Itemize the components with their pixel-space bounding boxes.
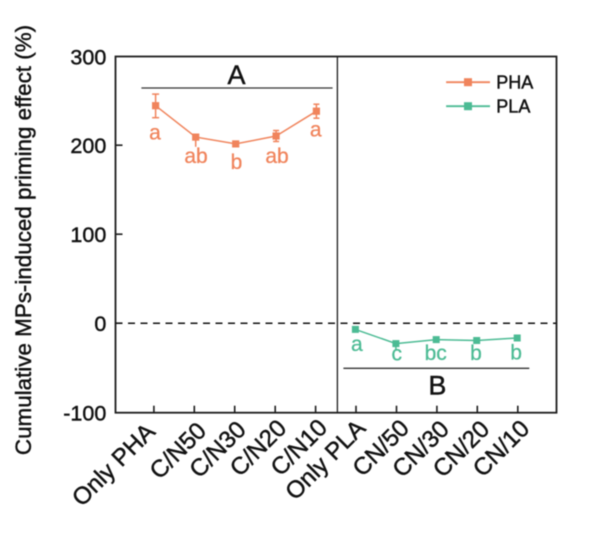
- svg-text:B: B: [428, 370, 446, 400]
- svg-text:b: b: [231, 151, 243, 174]
- svg-text:PLA: PLA: [496, 97, 530, 117]
- svg-text:a: a: [149, 122, 161, 145]
- svg-text:b: b: [510, 342, 522, 365]
- svg-text:a: a: [351, 333, 363, 356]
- svg-text:0: 0: [94, 312, 106, 336]
- svg-text:b: b: [470, 342, 482, 365]
- svg-text:-100: -100: [63, 402, 106, 426]
- svg-text:ab: ab: [265, 145, 288, 168]
- svg-text:300: 300: [70, 46, 106, 70]
- svg-text:200: 200: [70, 134, 106, 158]
- svg-text:a: a: [310, 119, 322, 142]
- svg-text:100: 100: [70, 223, 106, 247]
- svg-text:bc: bc: [425, 342, 447, 365]
- svg-text:A: A: [227, 60, 245, 90]
- svg-text:PHA: PHA: [496, 73, 533, 93]
- svg-text:ab: ab: [184, 145, 207, 168]
- svg-text:Cumulative MPs-induced priming: Cumulative MPs-induced priming effect (%…: [11, 25, 36, 455]
- svg-text:c: c: [392, 343, 403, 366]
